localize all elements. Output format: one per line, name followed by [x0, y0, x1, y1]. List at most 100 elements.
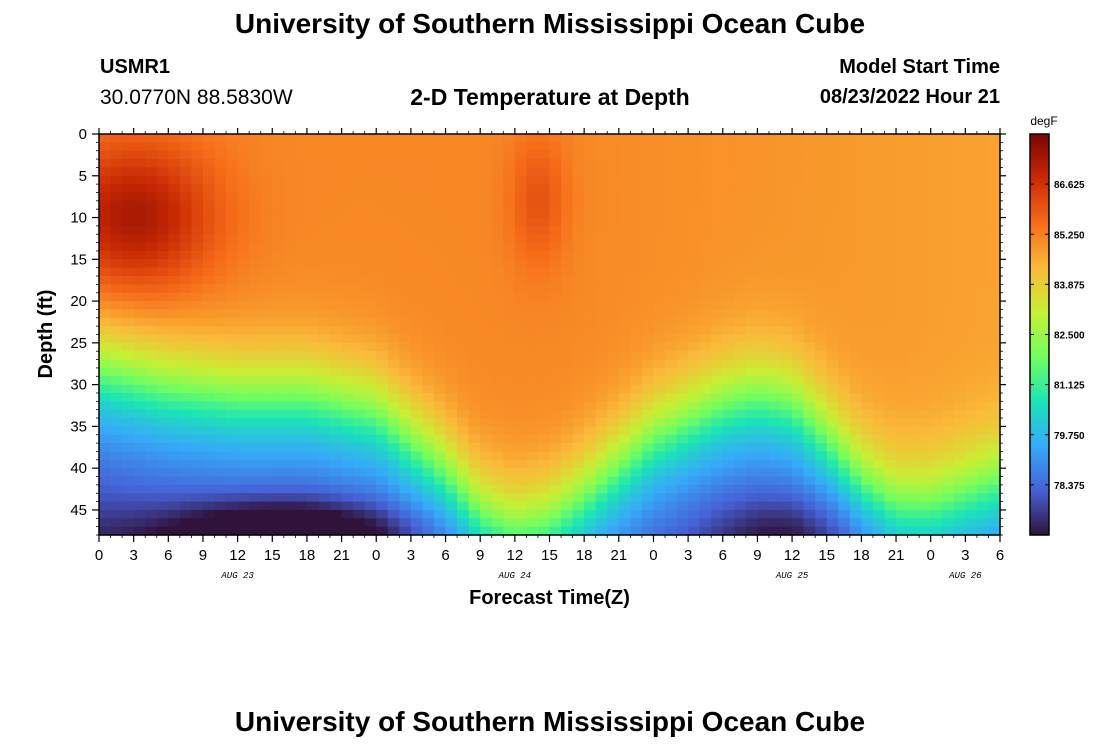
heatmap-cell: [480, 468, 493, 478]
heatmap-cell: [561, 392, 574, 402]
heatmap-cell: [214, 250, 227, 260]
heatmap-cell: [318, 225, 331, 235]
heatmap-cell: [884, 242, 897, 252]
heatmap-cell: [191, 159, 204, 169]
heatmap-cell: [526, 217, 539, 227]
heatmap-cell: [503, 418, 516, 427]
heatmap-cell: [226, 418, 239, 427]
heatmap-cell: [607, 142, 620, 152]
heatmap-cell: [526, 317, 539, 327]
heatmap-cell: [849, 217, 862, 227]
heatmap-cell: [341, 376, 354, 386]
heatmap-cell: [768, 518, 782, 528]
heatmap-cell: [376, 509, 389, 519]
heatmap-cell: [491, 351, 504, 361]
heatmap-cell: [480, 493, 493, 503]
heatmap-cell: [491, 392, 504, 402]
heatmap-cell: [653, 351, 666, 361]
heatmap-cell: [399, 309, 412, 319]
heatmap-cell: [988, 301, 1001, 311]
heatmap-cell: [260, 225, 273, 235]
heatmap-cell: [641, 159, 655, 169]
heatmap-cell: [572, 476, 585, 486]
heatmap-cell: [457, 434, 470, 444]
heatmap-cell: [433, 284, 447, 294]
heatmap-cell: [584, 159, 597, 169]
heatmap-cell: [768, 526, 782, 536]
heatmap-cell: [711, 242, 724, 252]
heatmap-cell: [526, 309, 539, 319]
heatmap-cell: [907, 309, 920, 319]
heatmap-cell: [168, 518, 181, 528]
heatmap-cell: [942, 167, 955, 177]
heatmap-cell: [849, 142, 862, 152]
heatmap-cell: [237, 200, 250, 210]
heatmap-cell: [283, 142, 296, 152]
heatmap-cell: [861, 225, 874, 235]
heatmap-cell: [122, 509, 135, 519]
heatmap-cell: [907, 484, 920, 494]
heatmap-cell: [549, 384, 562, 394]
heatmap-cell: [168, 217, 181, 227]
heatmap-cell: [688, 284, 701, 294]
heatmap-cell: [965, 376, 978, 386]
heatmap-cell: [537, 501, 551, 511]
heatmap-cell: [480, 434, 493, 444]
heatmap-cell: [214, 501, 227, 511]
heatmap-cell: [110, 434, 123, 444]
heatmap-cell: [99, 309, 112, 319]
heatmap-cell: [618, 384, 631, 394]
heatmap-cell: [988, 426, 1001, 436]
heatmap-cell: [145, 217, 158, 227]
heatmap-cell: [953, 493, 966, 503]
heatmap-cell: [376, 301, 389, 311]
heatmap-cell: [919, 342, 932, 352]
heatmap-cell: [214, 476, 227, 486]
heatmap-cell: [503, 409, 516, 419]
heatmap-cell: [503, 292, 516, 302]
heatmap-cell: [353, 184, 366, 194]
heatmap-cell: [734, 192, 747, 202]
heatmap-cell: [214, 443, 227, 453]
heatmap-cell: [145, 518, 158, 528]
heatmap-cell: [942, 359, 955, 369]
heatmap-cell: [260, 367, 273, 377]
heatmap-cell: [133, 276, 146, 285]
heatmap-cell: [122, 392, 135, 402]
heatmap-cell: [896, 184, 909, 194]
heatmap-cell: [526, 342, 539, 352]
heatmap-cell: [607, 401, 620, 411]
heatmap-cell: [676, 317, 689, 327]
heatmap-cell: [410, 459, 424, 469]
heatmap-cell: [641, 276, 655, 285]
heatmap-cell: [780, 392, 793, 402]
heatmap-cell: [688, 434, 701, 444]
heatmap-cell: [514, 234, 527, 244]
heatmap-cell: [572, 367, 585, 377]
heatmap-cell: [226, 217, 239, 227]
heatmap-cell: [884, 184, 897, 194]
heatmap-cell: [260, 443, 273, 453]
heatmap-cell: [780, 292, 793, 302]
heatmap-cell: [838, 476, 851, 486]
heatmap-cell: [676, 284, 689, 294]
heatmap-cell: [202, 401, 216, 411]
heatmap-cell: [849, 351, 862, 361]
heatmap-cell: [341, 459, 354, 469]
heatmap-cell: [122, 443, 135, 453]
heatmap-cell: [792, 292, 805, 302]
heatmap-cell: [260, 392, 273, 402]
heatmap-cell: [283, 484, 296, 494]
heatmap-cell: [179, 225, 193, 235]
heatmap-cell: [468, 167, 481, 177]
heatmap-cell: [99, 459, 112, 469]
heatmap-cell: [110, 292, 123, 302]
heatmap-cell: [318, 509, 331, 519]
heatmap-cell: [445, 301, 458, 311]
heatmap-cell: [595, 200, 608, 210]
heatmap-cell: [953, 409, 966, 419]
heatmap-cell: [491, 509, 504, 519]
heatmap-cell: [318, 184, 331, 194]
heatmap-cell: [341, 301, 354, 311]
heatmap-cell: [826, 242, 839, 252]
